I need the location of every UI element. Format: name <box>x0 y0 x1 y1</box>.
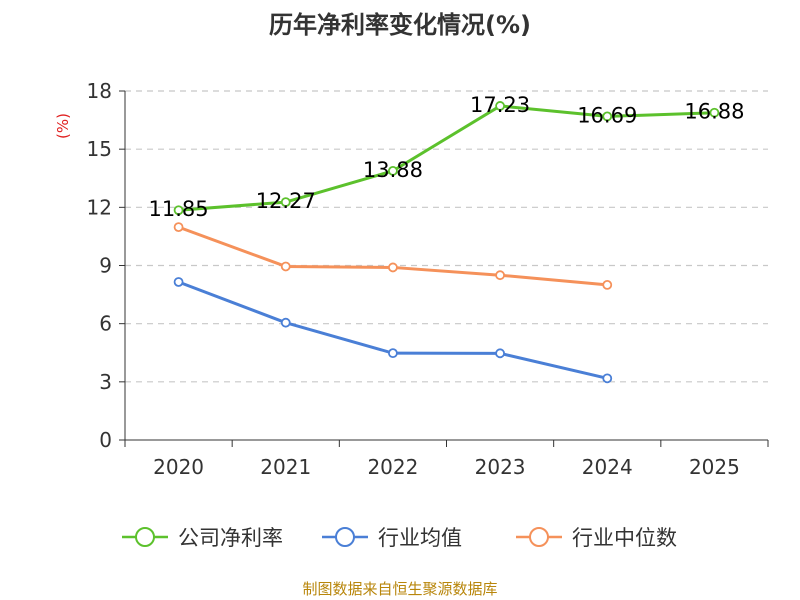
series-1-point-2021[interactable] <box>280 317 291 328</box>
x-tick-label-2023: 2023 <box>475 455 526 479</box>
data-label-2020: 11.85 <box>149 197 209 221</box>
series-2-point-2021[interactable] <box>280 261 291 272</box>
series-line-0 <box>178 104 715 212</box>
series-1-point-2022[interactable] <box>388 348 398 359</box>
legend-item-2[interactable]: 行业中位数 <box>516 526 677 550</box>
data-label-2021: 12.27 <box>256 189 316 213</box>
series-0-point-2024[interactable] <box>602 111 613 122</box>
legend-item-1[interactable]: 行业均值 <box>322 526 462 550</box>
y-tick-label-3: 3 <box>99 370 112 394</box>
source-note: 制图数据来自恒生聚源数据库 <box>302 580 497 598</box>
legend-label-2: 行业中位数 <box>572 526 677 550</box>
legend: 公司净利率 行业均值 行业中位数 <box>122 526 677 550</box>
y-tick-label-9: 9 <box>99 254 112 278</box>
series-0-point-2025[interactable] <box>709 107 720 118</box>
series-line-1 <box>178 280 608 380</box>
legend-marker-0 <box>135 527 155 547</box>
y-tick-label-18: 18 <box>87 79 112 103</box>
grid-layer <box>125 90 768 383</box>
data-labels-layer: 11.85 12.27 13.88 17.23 16.69 16.88 <box>149 93 745 221</box>
x-tick-label-2024: 2024 <box>582 455 633 479</box>
chart-title: 历年净利率变化情况(%) <box>269 11 531 39</box>
y-tick-label-12: 12 <box>87 195 112 219</box>
series-0-point-2020[interactable] <box>173 205 184 216</box>
series-2-point-2022[interactable] <box>388 262 398 273</box>
axes-layer: 0 3 6 9 12 15 18 2020 2021 2022 2023 2024 2025 <box>87 79 769 479</box>
series-line-2 <box>178 225 608 287</box>
legend-marker-2 <box>529 527 549 547</box>
legend-label-0: 公司净利率 <box>178 526 283 550</box>
y-tick-label-6: 6 <box>99 312 112 336</box>
data-label-2025: 16.88 <box>684 100 744 124</box>
series-1-point-2020[interactable] <box>173 277 184 287</box>
series-2-point-2020[interactable] <box>173 222 184 233</box>
y-axis-unit-label: (%) <box>54 113 72 139</box>
series-1-point-2023[interactable] <box>495 348 505 359</box>
series-0-point-2022[interactable] <box>388 165 398 176</box>
series-layer <box>173 101 720 384</box>
x-tick-label-2022: 2022 <box>367 455 418 479</box>
legend-item-0[interactable]: 公司净利率 <box>122 526 283 550</box>
series-1-point-2024[interactable] <box>602 373 613 384</box>
series-0-point-2021[interactable] <box>280 197 291 207</box>
series-0-point-2023[interactable] <box>495 101 505 111</box>
x-tick-label-2021: 2021 <box>260 455 311 479</box>
y-tick-label-15: 15 <box>87 137 112 161</box>
series-2-point-2024[interactable] <box>602 279 613 290</box>
x-tick-label-2025: 2025 <box>689 455 740 479</box>
data-label-2024: 16.69 <box>577 103 637 127</box>
series-2-point-2023[interactable] <box>495 270 505 281</box>
data-label-2022: 13.88 <box>363 158 423 182</box>
x-tick-label-2020: 2020 <box>153 455 204 479</box>
legend-label-1: 行业均值 <box>378 526 462 550</box>
y-tick-label-0: 0 <box>99 428 112 452</box>
legend-marker-1 <box>335 527 355 547</box>
data-label-2023: 17.23 <box>470 93 530 117</box>
